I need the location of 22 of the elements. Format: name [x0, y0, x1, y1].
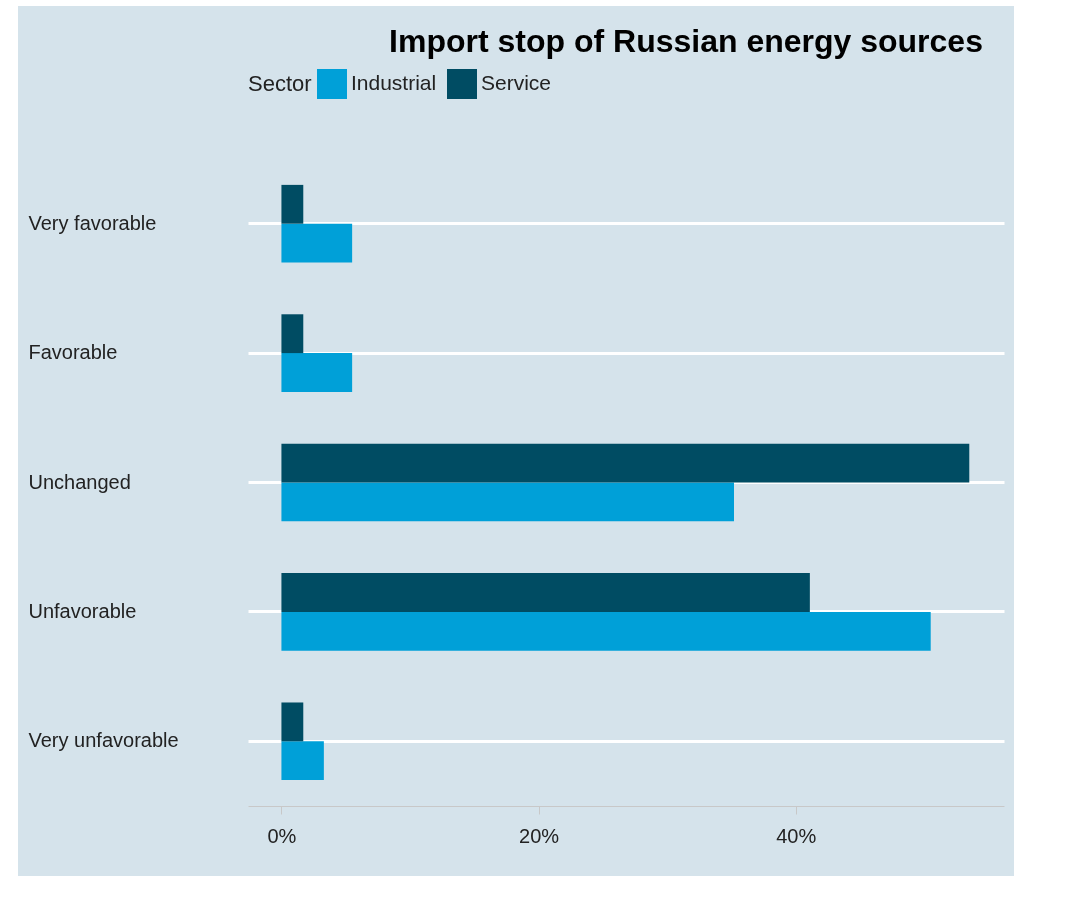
- chart-title: Import stop of Russian energy sources: [389, 23, 983, 59]
- y-tick-label: Unfavorable: [28, 599, 137, 622]
- bar: [281, 702, 304, 742]
- bar: [281, 611, 931, 651]
- bar: [281, 573, 810, 612]
- legend-label: Service: [481, 71, 552, 94]
- y-tick-label: Favorable: [28, 341, 118, 364]
- y-tick-label: Unchanged: [28, 470, 131, 493]
- x-tick-label: 0%: [267, 824, 297, 847]
- bar: [281, 741, 324, 781]
- bar: [281, 482, 734, 522]
- x-tick-label: 40%: [776, 824, 817, 847]
- y-tick-label: Very favorable: [28, 211, 157, 234]
- legend-label: Industrial: [351, 71, 437, 94]
- bar: [281, 443, 970, 483]
- y-tick-label: Very unfavorable: [28, 729, 179, 752]
- bar: [281, 353, 353, 392]
- bar: [281, 184, 304, 224]
- bar: [281, 223, 353, 263]
- bar: [281, 314, 304, 354]
- legend-title: Sector: [248, 71, 312, 96]
- x-tick-label: 20%: [519, 824, 560, 847]
